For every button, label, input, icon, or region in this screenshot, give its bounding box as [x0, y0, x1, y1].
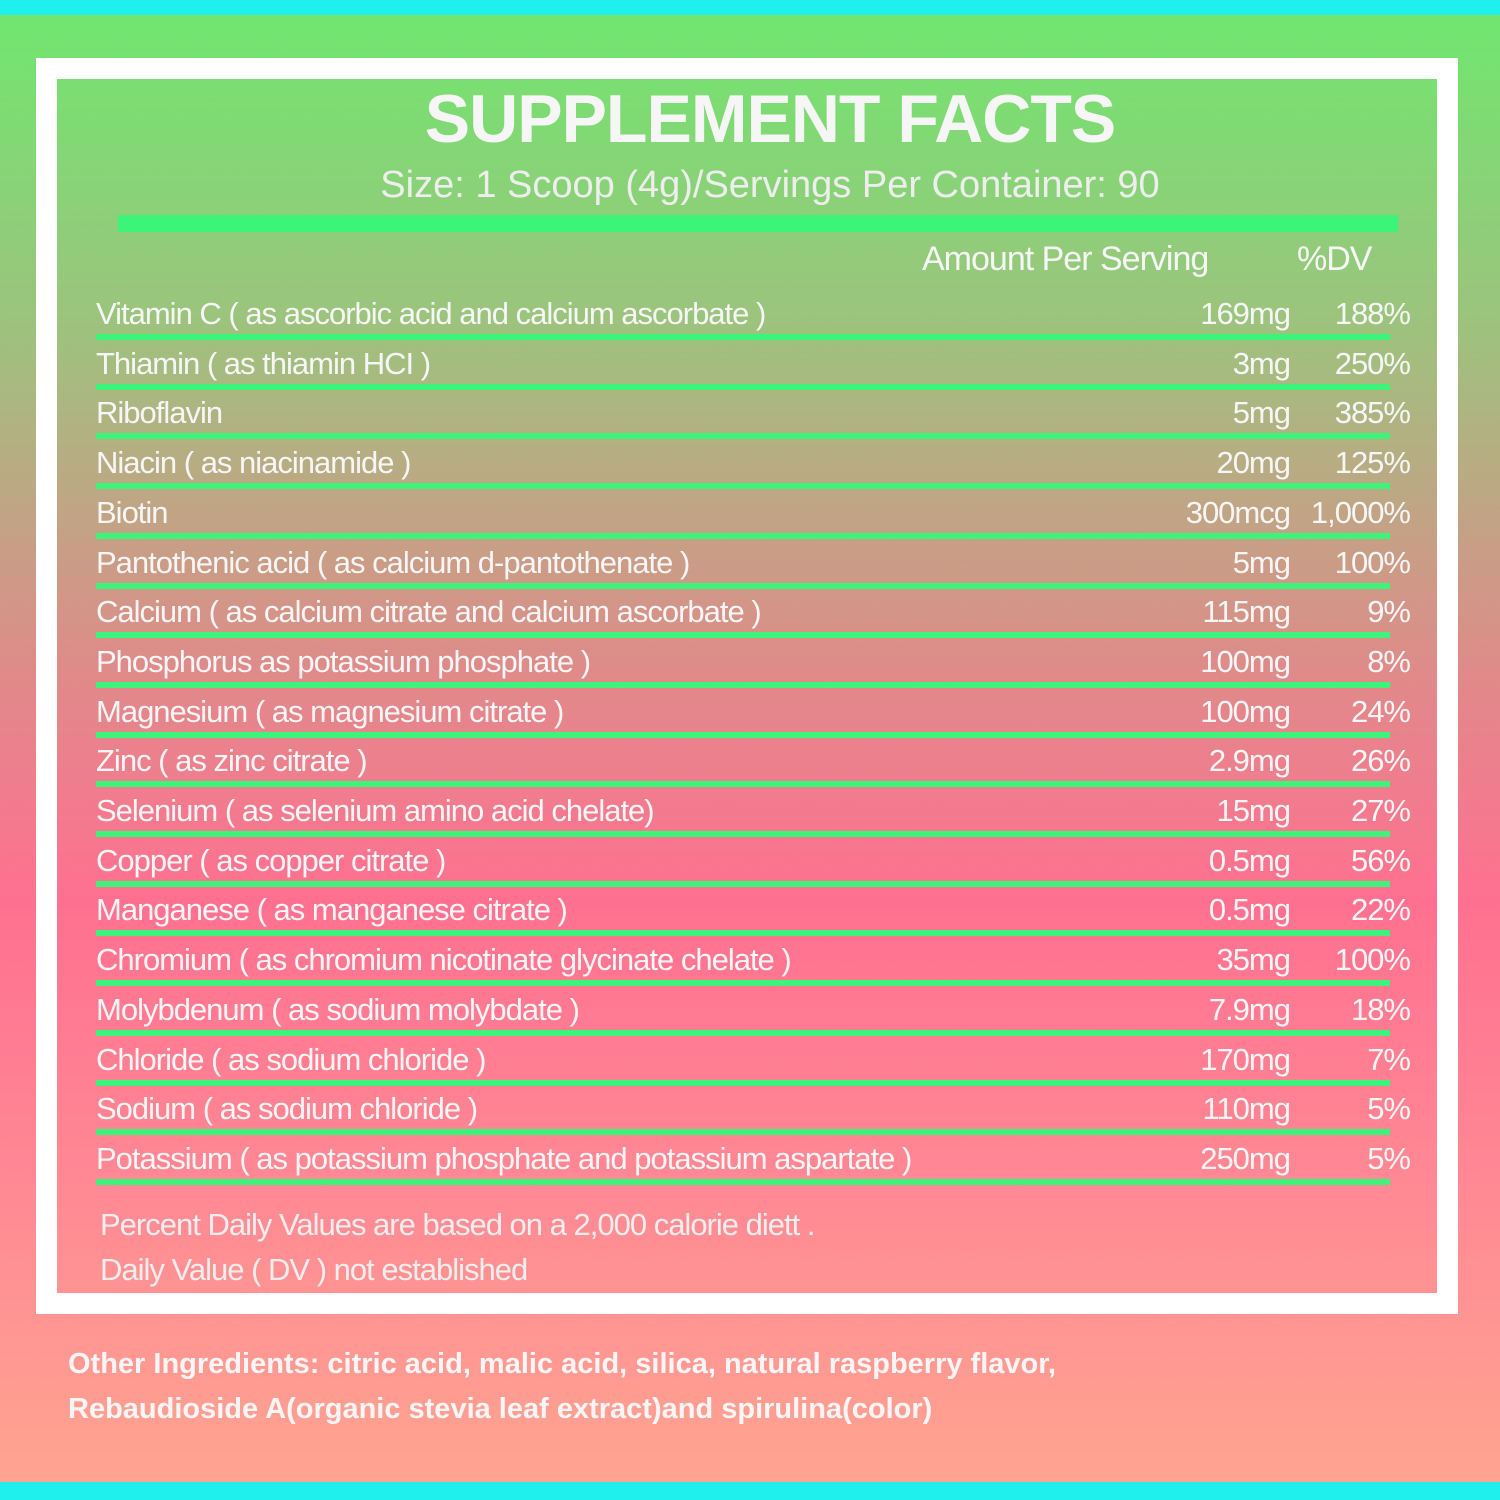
nutrient-amount: 0.5mg [1208, 892, 1291, 928]
row-divider [96, 582, 1390, 589]
nutrient-name: Sodium ( as sodium chloride ) [96, 1091, 478, 1127]
amount-header: Amount Per Serving [922, 240, 1209, 278]
nutrient-dv: 100% [1334, 942, 1411, 978]
nutrient-dv: 385% [1334, 395, 1411, 431]
bottom-bar [0, 1482, 1500, 1500]
nutrient-dv: 5% [1367, 1140, 1411, 1176]
nutrient-amount: 300mcg [1185, 494, 1291, 530]
nutrient-name: Chloride ( as sodium chloride ) [96, 1041, 486, 1077]
nutrient-amount: 110mg [1202, 1091, 1292, 1127]
nutrient-name: Zinc ( as zinc citrate ) [96, 743, 368, 779]
nutrient-name: Molybdenum ( as sodium molybdate ) [96, 991, 580, 1027]
nutrient-dv: 9% [1367, 594, 1411, 630]
footnote: Daily Value ( DV ) not established [100, 1252, 528, 1287]
nutrient-name: Chromium ( as chromium nicotinate glycin… [96, 942, 792, 978]
nutrient-name: Copper ( as copper citrate ) [96, 842, 446, 878]
nutrient-dv: 56% [1350, 842, 1411, 878]
nutrient-dv: 18% [1350, 991, 1411, 1027]
nutrient-dv: 22% [1350, 892, 1411, 928]
nutrient-dv: 8% [1367, 643, 1411, 679]
nutrient-amount: 20mg [1216, 445, 1291, 481]
nutrient-amount: 35mg [1216, 942, 1291, 978]
subtitle: Size: 1 Scoop (4g)/Servings Per Containe… [380, 164, 1160, 206]
row-divider [96, 731, 1390, 738]
row-divider [96, 980, 1390, 987]
nutrient-dv: 250% [1334, 345, 1411, 381]
nutrient-amount: 0.5mg [1208, 842, 1291, 878]
nutrient-name: Manganese ( as manganese citrate ) [96, 892, 568, 928]
row-divider [96, 831, 1390, 837]
nutrient-amount: 169mg [1200, 296, 1291, 331]
row-divider [96, 1178, 1390, 1185]
nutrient-dv: 100% [1334, 544, 1411, 580]
nutrient-name: Magnesium ( as magnesium citrate ) [96, 693, 564, 729]
nutrient-name: Niacin ( as niacinamide ) [96, 445, 411, 481]
nutrient-name: Calcium ( as calcium citrate and calcium… [96, 594, 762, 630]
nutrient-amount: 3mg [1232, 345, 1291, 381]
nutrient-dv: 27% [1350, 793, 1411, 828]
nutrient-name: Biotin [96, 494, 169, 530]
row-divider [96, 930, 1390, 937]
nutrient-name: Vitamin C ( as ascorbic acid and calcium… [96, 296, 766, 331]
nutrient-name: Pantothenic acid ( as calcium d-pantothe… [96, 544, 690, 580]
row-divider [96, 880, 1390, 887]
nutrient-amount: 170mg [1200, 1041, 1291, 1077]
dv-header: %DV [1297, 240, 1372, 278]
row-divider [96, 383, 1390, 390]
top-bar [0, 0, 1500, 15]
row-divider [96, 532, 1390, 539]
nutrient-amount: 5mg [1232, 395, 1291, 431]
nutrient-dv: 188% [1334, 296, 1411, 331]
nutrient-dv: 5% [1367, 1091, 1411, 1127]
nutrient-dv: 1,000% [1310, 494, 1411, 530]
row-divider [96, 681, 1390, 688]
row-divider [96, 433, 1390, 440]
nutrient-name: Thiamin ( as thiamin HCI ) [96, 345, 431, 381]
frame [36, 58, 1458, 1314]
other-ingredients: Rebaudioside A(organic stevia leaf extra… [68, 1393, 933, 1425]
nutrient-name: Potassium ( as potassium phosphate and p… [96, 1140, 912, 1176]
nutrient-name: Selenium ( as selenium amino acid chelat… [96, 793, 655, 828]
nutrient-dv: 7% [1367, 1041, 1411, 1077]
nutrient-amount: 7.9mg [1208, 991, 1291, 1027]
footnote: Percent Daily Values are based on a 2,00… [100, 1207, 815, 1242]
nutrient-name: Riboflavin [96, 395, 223, 431]
row-divider [96, 1079, 1390, 1086]
nutrient-dv: 24% [1350, 693, 1411, 729]
nutrient-amount: 100mg [1200, 693, 1291, 729]
row-divider [96, 632, 1390, 639]
nutrient-amount: 2.9mg [1208, 743, 1291, 779]
nutrient-name: Phosphorus as potassium phosphate ) [96, 643, 591, 679]
divider [118, 215, 1398, 232]
row-divider [96, 781, 1390, 788]
other-ingredients: Other Ingredients: citric acid, malic ac… [68, 1348, 1056, 1380]
nutrient-dv: 26% [1350, 743, 1411, 779]
nutrient-amount: 5mg [1232, 544, 1291, 580]
row-divider [96, 1029, 1390, 1036]
nutrient-amount: 250mg [1200, 1140, 1291, 1176]
nutrient-amount: 115mg [1202, 594, 1292, 630]
nutrient-amount: 15mg [1216, 793, 1291, 828]
row-divider [96, 334, 1390, 340]
title: SUPPLEMENT FACTS [424, 81, 1117, 157]
row-divider [96, 1129, 1390, 1136]
row-divider [96, 483, 1390, 490]
nutrient-dv: 125% [1334, 445, 1411, 481]
nutrient-amount: 100mg [1200, 643, 1291, 679]
